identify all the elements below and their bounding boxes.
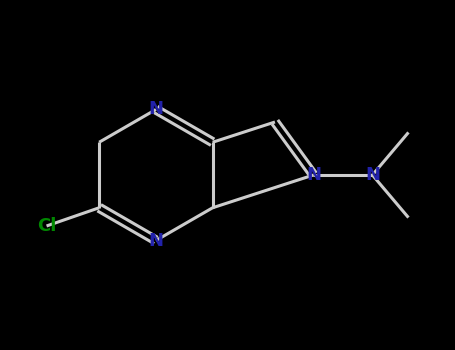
- Text: N: N: [306, 166, 321, 184]
- Text: N: N: [365, 166, 380, 184]
- Text: N: N: [148, 100, 163, 119]
- Text: Cl: Cl: [37, 217, 56, 235]
- Text: N: N: [148, 231, 163, 250]
